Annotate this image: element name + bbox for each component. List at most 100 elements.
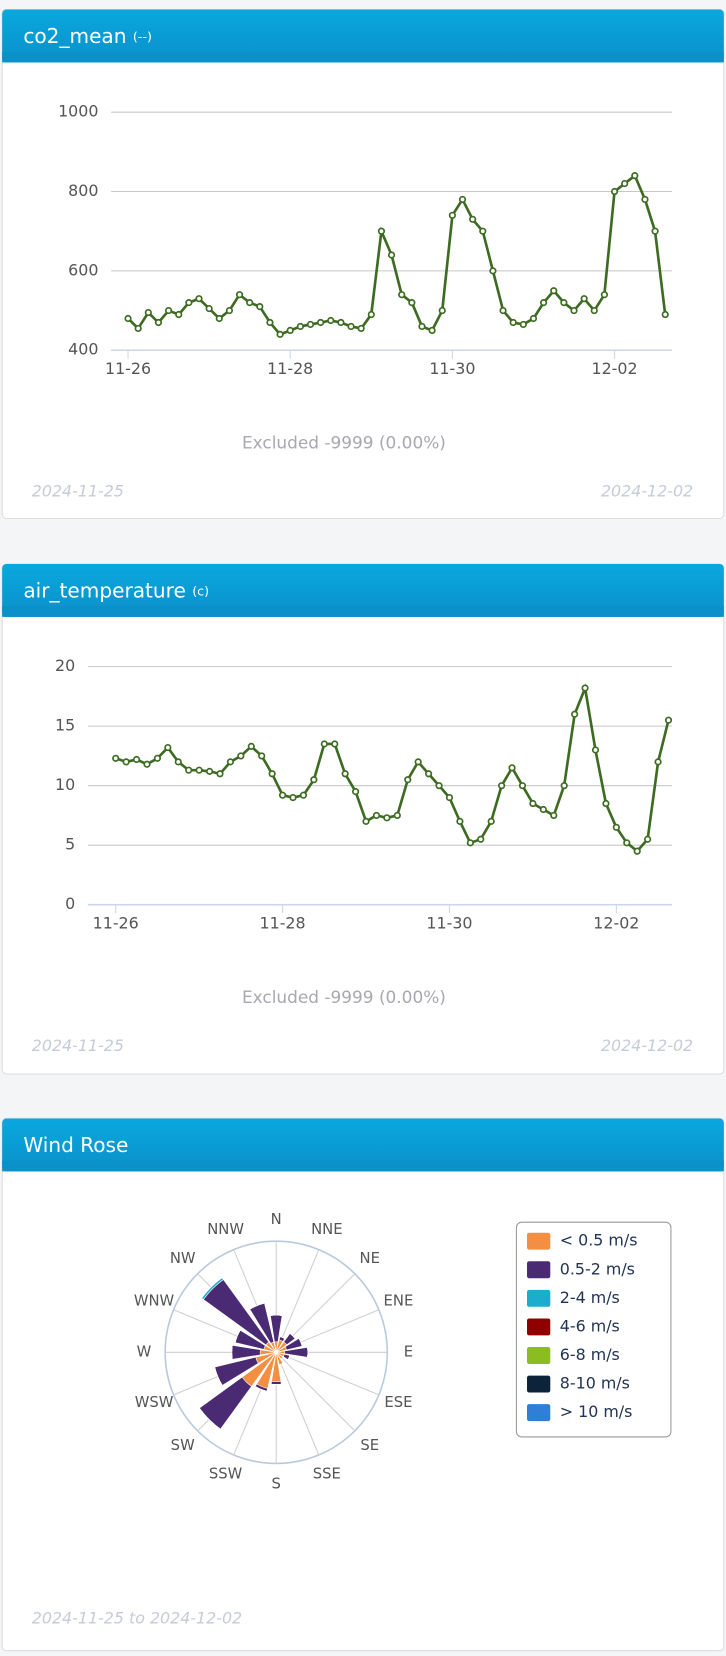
data-point [539, 805, 547, 814]
direction-label: S [272, 1476, 281, 1493]
direction-label: NE [360, 1250, 380, 1267]
data-point [367, 310, 375, 319]
direction-label: N [271, 1211, 282, 1228]
data-point [425, 770, 433, 778]
direction-label: SSW [209, 1466, 243, 1483]
y-tick-label: 10 [55, 775, 75, 794]
panel-header [2, 563, 724, 617]
title-text: Wind Rose [23, 1132, 128, 1156]
data-point [644, 835, 652, 843]
data-point [124, 314, 132, 323]
data-point [153, 754, 162, 762]
data-point [144, 308, 152, 317]
panel-header-edge [2, 606, 724, 617]
direction-label: NW [170, 1250, 196, 1267]
data-point [205, 767, 214, 775]
data-point [331, 740, 339, 748]
y-tick-label: 5 [65, 835, 75, 854]
excluded-note: Excluded -9999 (0.00%) [242, 987, 446, 1007]
y-tick-label: 600 [68, 260, 98, 279]
data-point [418, 322, 426, 331]
start-date: 2024-11-25 [32, 482, 124, 501]
data-point [580, 295, 588, 303]
panel-title: co2_mean (--) [23, 24, 152, 48]
rose-segment [231, 1345, 233, 1360]
legend-swatch [527, 1261, 551, 1279]
x-tick-label: 12-02 [591, 359, 637, 378]
x-tick-label: 11-26 [105, 359, 151, 378]
data-point [112, 754, 120, 762]
rose-spoke [275, 1352, 320, 1456]
rose-spoke [275, 1249, 320, 1353]
data-point [347, 322, 355, 331]
data-point [610, 187, 619, 196]
data-point [278, 791, 287, 799]
data-point [306, 320, 315, 329]
data-point [623, 839, 631, 847]
data-point [296, 322, 304, 331]
data-point [631, 172, 639, 180]
data-point [550, 811, 558, 820]
legend-label: 8-10 m/s [560, 1374, 630, 1393]
data-point [469, 215, 477, 223]
data-point [174, 758, 182, 766]
rose-segment [199, 1407, 221, 1430]
data-point [246, 299, 254, 307]
data-point [215, 314, 223, 323]
data-point [529, 799, 537, 808]
data-point [266, 318, 274, 327]
data-point [164, 743, 172, 752]
direction-label: E [404, 1343, 413, 1360]
legend-label: 6-8 m/s [560, 1345, 620, 1364]
data-point [372, 811, 381, 820]
data-point [164, 306, 173, 315]
data-point [320, 740, 328, 748]
legend-swatch [527, 1375, 551, 1393]
data-point [456, 817, 464, 825]
data-point [540, 299, 548, 307]
data-point [602, 799, 610, 808]
data-point [664, 716, 673, 724]
data-point [571, 710, 579, 718]
data-point [185, 766, 193, 774]
data-point [216, 770, 224, 778]
data-point [299, 791, 308, 799]
direction-label: NNW [207, 1221, 244, 1238]
x-tick-label: 11-30 [429, 359, 475, 378]
data-point [247, 742, 255, 750]
data-point [185, 299, 193, 307]
data-point [132, 755, 141, 764]
data-point [445, 793, 454, 802]
legend-swatch [527, 1318, 551, 1336]
data-point [327, 316, 335, 325]
data-point [591, 746, 600, 754]
data-point [122, 758, 130, 766]
title-unit: (--) [133, 29, 152, 44]
data-point [362, 817, 370, 825]
x-tick-label: 12-02 [593, 913, 639, 932]
data-point [154, 318, 163, 327]
data-point [414, 758, 422, 766]
data-point [487, 817, 495, 825]
data-point [612, 823, 620, 831]
data-point [651, 227, 659, 235]
data-point [258, 752, 266, 760]
data-point [466, 839, 474, 847]
legend-swatch [527, 1232, 551, 1250]
direction-label: SE [360, 1437, 379, 1454]
data-point [458, 195, 467, 204]
y-tick-label: 400 [68, 340, 98, 359]
data-point [529, 314, 538, 323]
y-tick-label: 15 [55, 716, 75, 735]
data-point [235, 291, 244, 299]
excluded-note: Excluded -9999 (0.00%) [242, 432, 446, 452]
data-point [377, 227, 386, 235]
data-point [498, 782, 506, 790]
data-point [428, 326, 436, 335]
rose-segment [255, 1386, 267, 1392]
data-point [590, 306, 598, 315]
data-point [570, 306, 578, 315]
data-point [641, 195, 649, 204]
